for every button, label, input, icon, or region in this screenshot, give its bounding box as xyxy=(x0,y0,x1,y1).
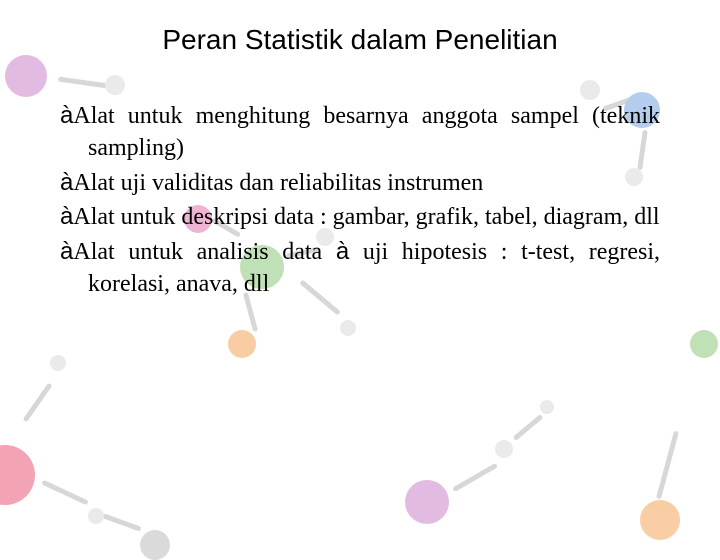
decor-node xyxy=(640,500,680,540)
arrow-icon: à xyxy=(60,169,73,196)
slide-content: Peran Statistik dalam Penelitian àAlat u… xyxy=(0,0,720,300)
arrow-icon: à xyxy=(60,102,73,129)
decor-node xyxy=(405,480,449,524)
arrow-icon: à xyxy=(60,203,73,230)
decor-node xyxy=(140,530,170,560)
bullet-text: Alat untuk menghitung besarnya anggota s… xyxy=(73,103,660,161)
decor-edge xyxy=(452,463,498,492)
bullet-text: Alat untuk deskripsi data : gambar, graf… xyxy=(73,204,659,230)
decor-node xyxy=(495,440,513,458)
decor-node xyxy=(540,400,554,414)
arrow-icon: à xyxy=(336,238,349,265)
bullet-text: Alat uji validitas dan reliabilitas inst… xyxy=(73,170,483,196)
bullet-text: Alat untuk analisis data xyxy=(73,239,335,265)
decor-node xyxy=(0,445,35,505)
decor-edge xyxy=(23,383,53,423)
slide-title: Peran Statistik dalam Penelitian xyxy=(60,24,660,56)
decor-node xyxy=(50,355,66,371)
bullet-item: àAlat untuk menghitung besarnya anggota … xyxy=(60,100,660,165)
decor-node xyxy=(88,508,104,524)
decor-edge xyxy=(102,513,141,531)
arrow-icon: à xyxy=(60,238,73,265)
bullet-item: àAlat untuk analisis data à uji hipotesi… xyxy=(60,236,660,301)
bullet-list: àAlat untuk menghitung besarnya anggota … xyxy=(60,100,660,300)
decor-node xyxy=(690,330,718,358)
decor-node xyxy=(340,320,356,336)
decor-edge xyxy=(41,480,88,506)
bullet-item: àAlat uji validitas dan reliabilitas ins… xyxy=(60,167,660,199)
decor-node xyxy=(228,330,256,358)
bullet-item: àAlat untuk deskripsi data : gambar, gra… xyxy=(60,201,660,233)
decor-edge xyxy=(513,414,544,441)
decor-edge xyxy=(656,431,679,500)
